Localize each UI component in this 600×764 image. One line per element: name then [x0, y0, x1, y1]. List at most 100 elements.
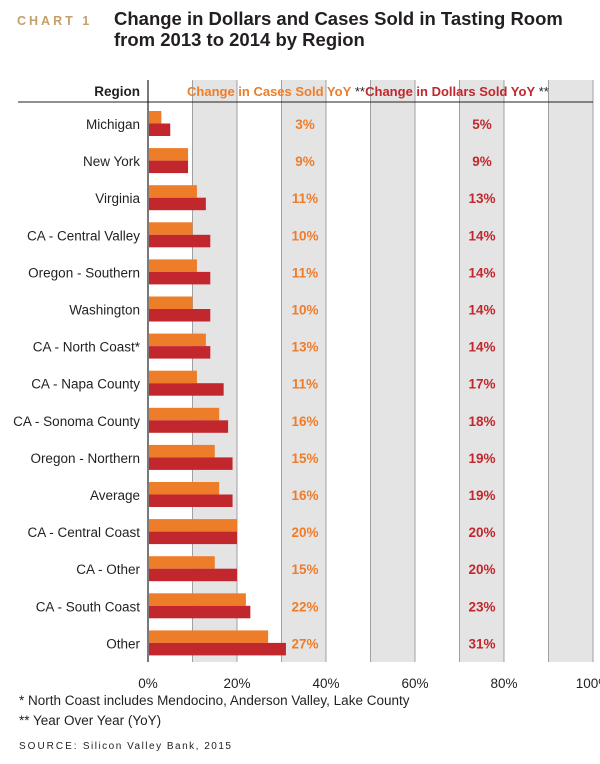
dollars-bar: [149, 234, 211, 248]
legend-suffix: **: [351, 84, 365, 99]
category-label: Oregon - Northern: [30, 451, 140, 466]
category-label: New York: [83, 154, 140, 169]
chart-title-line-2: from 2013 to 2014 by Region: [114, 29, 365, 50]
source-line: SOURCE: Silicon Valley Bank, 2015: [19, 741, 232, 752]
category-label: CA - North Coast*: [33, 340, 141, 355]
cases-data-label: 15%: [291, 451, 318, 466]
legend-label: Change in Dollars Sold YoY: [365, 84, 535, 99]
grid-band: [281, 80, 326, 662]
footnote-north-coast: * North Coast includes Mendocino, Anders…: [19, 693, 410, 708]
cases-data-label: 9%: [295, 154, 315, 169]
legend-label: Change in Cases Sold YoY: [187, 84, 352, 99]
dollars-bar: [149, 568, 237, 582]
legend-cases: Change in Cases Sold YoY **: [187, 84, 365, 99]
dollars-bar: [149, 420, 229, 433]
x-tick-label: 60%: [401, 676, 428, 691]
cases-bar: [149, 482, 220, 495]
cases-data-label: 27%: [291, 636, 318, 651]
dollars-bar: [149, 271, 211, 285]
cases-data-label: 16%: [291, 488, 318, 503]
dollars-bar: [149, 123, 171, 136]
cases-data-label: 13%: [291, 340, 318, 355]
cases-bar: [149, 333, 206, 347]
cases-data-label: 3%: [295, 117, 315, 132]
dollars-bar: [149, 531, 237, 545]
category-label: CA - Central Valley: [27, 228, 140, 243]
cases-bar: [149, 370, 197, 384]
cases-bar: [149, 148, 189, 161]
dollars-data-label: 14%: [468, 228, 495, 243]
cases-data-label: 20%: [291, 525, 318, 540]
source-label: SOURCE:: [19, 741, 79, 752]
cases-data-label: 10%: [291, 228, 318, 243]
dollars-bar: [149, 383, 224, 396]
dollars-bar: [149, 605, 251, 619]
dollars-bar: [149, 642, 286, 656]
cases-bar: [149, 630, 269, 643]
cases-bar: [149, 407, 220, 421]
source-text: Silicon Valley Bank, 2015: [82, 741, 233, 752]
cases-data-label: 10%: [291, 303, 318, 318]
cases-bar: [149, 556, 215, 569]
dollars-bar: [149, 457, 233, 470]
category-label: Oregon - Southern: [28, 265, 140, 280]
dollars-data-label: 31%: [468, 636, 495, 651]
category-label: Other: [106, 636, 140, 651]
dollars-data-label: 18%: [468, 414, 495, 429]
x-tick-label: 0%: [138, 676, 158, 691]
category-label: CA - Other: [76, 562, 140, 577]
category-label: CA - Sonoma County: [13, 414, 140, 429]
dollars-data-label: 17%: [468, 377, 495, 392]
x-tick-label: 40%: [312, 676, 339, 691]
cases-bar: [149, 519, 237, 532]
chart-number: CHART 1: [17, 14, 93, 28]
category-label: Michigan: [86, 117, 140, 132]
cases-bar: [149, 259, 197, 272]
cases-data-label: 11%: [292, 265, 318, 280]
category-label: Virginia: [95, 191, 140, 206]
dollars-data-label: 13%: [468, 191, 495, 206]
category-label: Washington: [69, 303, 140, 318]
footnote-yoy: ** Year Over Year (YoY): [19, 713, 162, 728]
dollars-bar: [149, 309, 211, 322]
dollars-data-label: 23%: [468, 599, 495, 614]
dollars-data-label: 14%: [468, 303, 495, 318]
cases-data-label: 22%: [291, 599, 318, 614]
legend-dollars: Change in Dollars Sold YoY **: [365, 84, 549, 99]
legend-suffix: **: [535, 84, 549, 99]
dollars-bar: [149, 494, 233, 507]
cases-bar: [149, 593, 246, 606]
chart-title: Change in Dollars and Cases Sold in Tast…: [114, 8, 584, 50]
dollars-bar: [149, 346, 211, 359]
grid-band: [548, 80, 593, 662]
dollars-data-label: 14%: [468, 340, 495, 355]
category-label: CA - South Coast: [36, 599, 141, 614]
cases-bar: [149, 222, 193, 235]
cases-bar: [149, 185, 197, 198]
cases-data-label: 15%: [291, 562, 318, 577]
cases-bar: [149, 296, 193, 309]
dollars-data-label: 20%: [468, 525, 495, 540]
cases-data-label: 16%: [291, 414, 318, 429]
chart-title-line-1: Change in Dollars and Cases Sold in Tast…: [114, 8, 563, 29]
dollars-bar: [149, 197, 206, 211]
cases-bar: [149, 111, 162, 124]
category-header: Region: [94, 84, 140, 99]
cases-data-label: 11%: [292, 191, 318, 206]
cases-bar: [149, 444, 215, 458]
category-label: CA - Central Coast: [27, 525, 140, 540]
dollars-data-label: 19%: [468, 451, 495, 466]
dollars-data-label: 9%: [472, 154, 492, 169]
category-label: CA - Napa County: [31, 377, 140, 392]
dollars-data-label: 5%: [472, 117, 492, 132]
grid-band: [370, 80, 415, 662]
x-tick-label: 80%: [490, 676, 517, 691]
x-tick-label: 20%: [223, 676, 250, 691]
dollars-bar: [149, 160, 189, 174]
dollars-data-label: 14%: [468, 265, 495, 280]
cases-data-label: 11%: [292, 377, 318, 392]
grid-band: [459, 80, 504, 662]
dollars-data-label: 19%: [468, 488, 495, 503]
category-label: Average: [90, 488, 140, 503]
